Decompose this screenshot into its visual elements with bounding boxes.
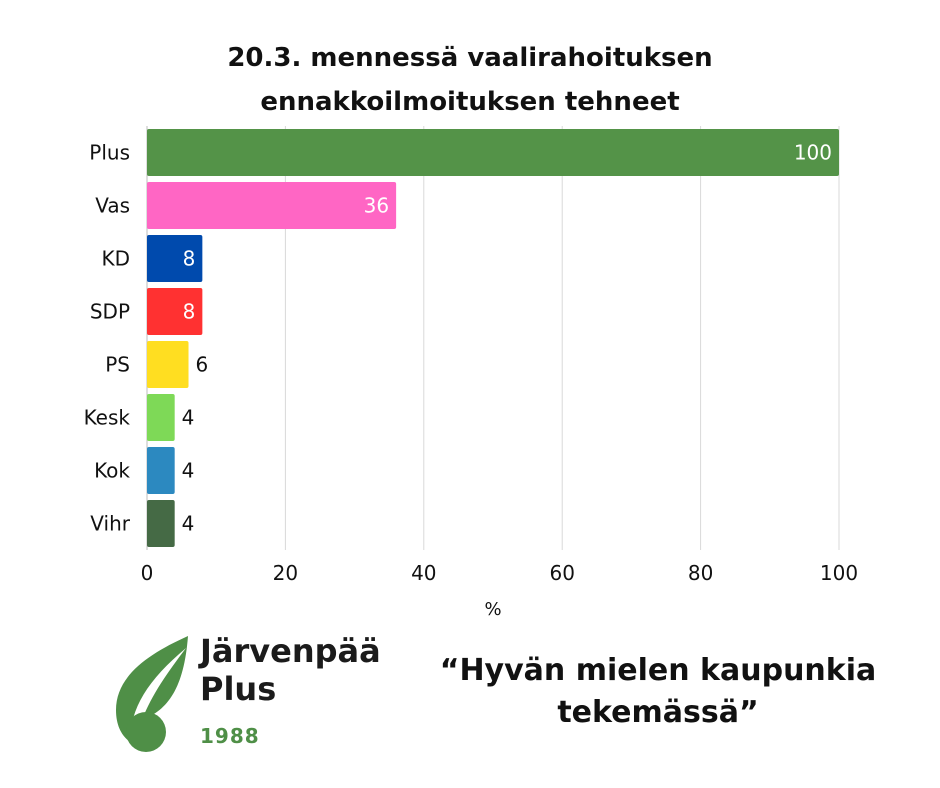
data-label-vihr: 4 (182, 512, 195, 536)
brand-name-line-2: Plus (200, 670, 277, 708)
slogan: “Hyvän mielen kaupunkia tekemässä” (430, 650, 886, 734)
category-label-vihr: Vihr (90, 512, 130, 536)
x-axis-label: % (484, 599, 501, 620)
category-label-kd: KD (101, 247, 130, 271)
data-label-vas: 36 (364, 194, 389, 218)
data-label-ps: 6 (196, 353, 209, 377)
bar-kok (147, 447, 175, 494)
category-label-ps: PS (105, 353, 130, 377)
bar-plus (147, 129, 839, 176)
x-tick-label-40: 40 (411, 561, 436, 585)
brand-year: 1988 (200, 724, 260, 748)
data-label-sdp: 8 (183, 300, 196, 324)
category-label-kok: Kok (94, 459, 130, 483)
data-label-plus: 100 (794, 141, 832, 165)
data-label-kd: 8 (183, 247, 196, 271)
bar-kesk (147, 394, 175, 441)
chart-title-line-1: 20.3. mennessä vaalirahoituksen (227, 43, 713, 73)
category-label-sdp: SDP (90, 300, 130, 324)
x-tick-label-60: 60 (549, 561, 574, 585)
x-tick-label-0: 0 (141, 561, 154, 585)
bar-sdp (147, 288, 203, 335)
category-label-kesk: Kesk (84, 406, 131, 430)
brand-name: Järvenpää Plus (200, 632, 381, 708)
brand-block: Järvenpää Plus 1988 (108, 628, 408, 758)
x-tick-label-100: 100 (820, 561, 858, 585)
bar-ps (147, 341, 189, 388)
bar-vihr (147, 500, 175, 547)
chart-title-line-2: ennakkoilmoituksen tehneet (260, 87, 680, 117)
slogan-line-2: tekemässä” (557, 695, 759, 730)
category-label-plus: Plus (89, 141, 130, 165)
brand-name-line-1: Järvenpää (200, 632, 381, 670)
data-label-kesk: 4 (182, 406, 195, 430)
x-tick-label-20: 20 (273, 561, 298, 585)
chart-title: 20.3. mennessä vaalirahoituksen ennakkoi… (0, 36, 940, 124)
data-label-kok: 4 (182, 459, 195, 483)
bar-vas (147, 182, 397, 229)
category-label-vas: Vas (95, 194, 130, 218)
slogan-line-1: “Hyvän mielen kaupunkia (439, 653, 877, 688)
leaf-icon (116, 636, 188, 752)
x-tick-label-80: 80 (688, 561, 713, 585)
bar-kd (147, 235, 203, 282)
